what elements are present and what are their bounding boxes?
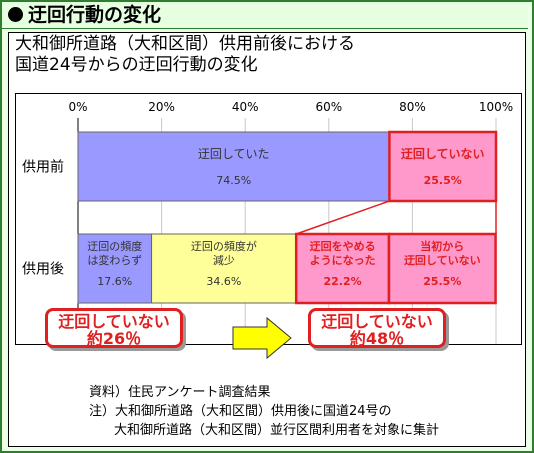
chart-title-line2: 国道24号からの迂回行動の変化	[15, 55, 258, 75]
bar-category-label: 迂回していた	[198, 147, 270, 161]
bar-category-label: 迂回していない	[404, 253, 481, 267]
chart-area: 0% 20% 40% 60% 80% 100% 供用前 迂回していた 74.5% 迂回していない 2…	[15, 93, 522, 345]
content-panel: 大和御所道路（大和区間）供用前後における 国道24号からの迂回行動の変化 0% 2…	[8, 32, 526, 447]
bar-segment	[77, 233, 153, 304]
bar-value-label: 17.6%	[97, 275, 132, 288]
x-tick-label: 20%	[148, 100, 175, 114]
bar-segment	[151, 233, 297, 304]
figure-title: 迂回行動の変化	[28, 4, 162, 26]
callout-after-line1: 迂回していない	[321, 312, 433, 331]
source-note: 資料）住民アンケート調査結果	[89, 385, 271, 400]
bar-category-label: ようになった	[310, 254, 376, 267]
bar-segment	[294, 232, 391, 305]
stacked-bar-chart: 0% 20% 40% 60% 80% 100% 供用前 迂回していた 74.5% 迂回していない 2…	[22, 100, 513, 344]
bar-category-label: 減少	[213, 253, 235, 267]
chart-title-line1: 大和御所道路（大和区間）供用前後における	[15, 34, 355, 54]
callout-after: 迂回していない 約48％	[308, 308, 446, 348]
bar-category-label: は変わらず	[87, 253, 142, 267]
bar-category-label: 迂回をやめる	[310, 239, 376, 253]
footnote-line2: 大和御所道路（大和区間）並行区間利用者を対象に集計	[114, 423, 440, 438]
bar-value-label: 22.2%	[324, 275, 362, 288]
bar-value-label: 25.5%	[423, 275, 461, 288]
bullet-icon	[8, 7, 23, 22]
bar-segment	[388, 130, 498, 203]
x-tick-label: 100%	[479, 100, 513, 114]
bar-category-label: 迂回の頻度	[87, 239, 142, 253]
bar-segment	[77, 131, 390, 202]
figure-header: 迂回行動の変化	[2, 2, 528, 29]
callout-before-line2: 約26％	[86, 329, 142, 348]
callout-after-line2: 約48％	[349, 329, 405, 348]
bar-category-label: 当初から	[420, 239, 464, 253]
bar-segment	[387, 232, 497, 305]
footnote-line1: 注）大和御所道路（大和区間）供用後に国道24号の	[89, 404, 392, 419]
callout-before: 迂回していない 約26％	[45, 308, 183, 348]
x-tick-label: 60%	[315, 100, 342, 114]
row-label: 供用後	[22, 262, 64, 278]
x-tick-label: 40%	[232, 100, 259, 114]
bar-value-label: 34.6%	[206, 275, 241, 288]
connector-line	[295, 200, 390, 235]
right-arrow-icon	[232, 316, 292, 360]
row-label: 供用前	[22, 159, 64, 176]
callout-before-line1: 迂回していない	[58, 312, 170, 331]
bar-category-label: 迂回していない	[401, 147, 485, 161]
bar-value-label: 25.5%	[424, 174, 462, 187]
bar-value-label: 74.5%	[216, 174, 251, 187]
x-tick-label: 0%	[68, 100, 87, 114]
x-tick-label: 80%	[399, 100, 426, 114]
bar-category-label: 迂回の頻度が	[191, 239, 257, 253]
